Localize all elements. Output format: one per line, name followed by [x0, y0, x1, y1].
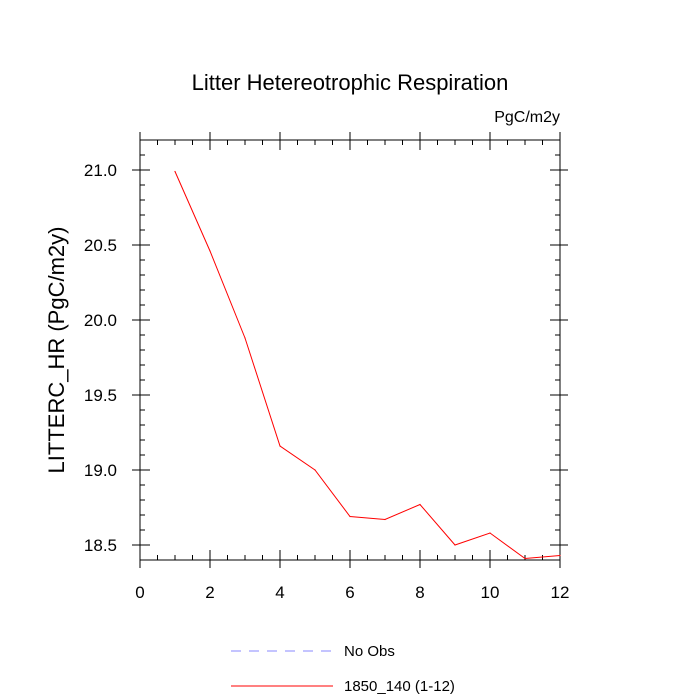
y-axis-label: LITTERC_HR (PgC/m2y) [44, 227, 69, 474]
data-point [244, 337, 246, 339]
x-tick-label: 6 [345, 583, 354, 602]
x-axis-ticks: 0 2 4 6 8 10 12 [135, 132, 569, 602]
data-point [174, 170, 176, 173]
chart-title: Litter Hetereotrophic Respiration [192, 70, 509, 95]
y-tick-label: 19.5 [84, 386, 117, 405]
legend: No Obs 1850_140 (1-12) [231, 643, 455, 695]
data-point [314, 469, 316, 471]
legend-label: 1850_140 (1-12) [344, 678, 455, 695]
series-layer [174, 170, 561, 560]
legend-label: No Obs [344, 643, 395, 660]
units-label: PgC/m2y [494, 109, 560, 126]
series-line [174, 171, 561, 560]
data-point [209, 250, 211, 252]
data-point [454, 544, 456, 546]
x-tick-label: 10 [481, 583, 500, 602]
data-point [524, 557, 526, 560]
y-tick-label: 21.0 [84, 161, 117, 180]
y-tick-label: 20.5 [84, 236, 117, 255]
y-tick-label: 20.0 [84, 311, 117, 330]
y-tick-label: 18.5 [84, 536, 117, 555]
data-point [279, 445, 281, 447]
data-point [419, 503, 421, 506]
x-tick-label: 4 [275, 583, 284, 602]
data-point [349, 515, 351, 518]
x-tick-label: 2 [205, 583, 214, 602]
plot-frame [139, 139, 561, 561]
y-tick-label: 19.0 [84, 461, 117, 480]
data-point [489, 532, 491, 534]
x-tick-label: 0 [135, 583, 144, 602]
x-tick-label: 12 [551, 583, 570, 602]
x-tick-label: 8 [415, 583, 424, 602]
data-point [384, 518, 386, 521]
y-axis-ticks: 18.5 19.0 19.5 20.0 20.5 21.0 [84, 139, 568, 561]
data-point [559, 554, 561, 557]
